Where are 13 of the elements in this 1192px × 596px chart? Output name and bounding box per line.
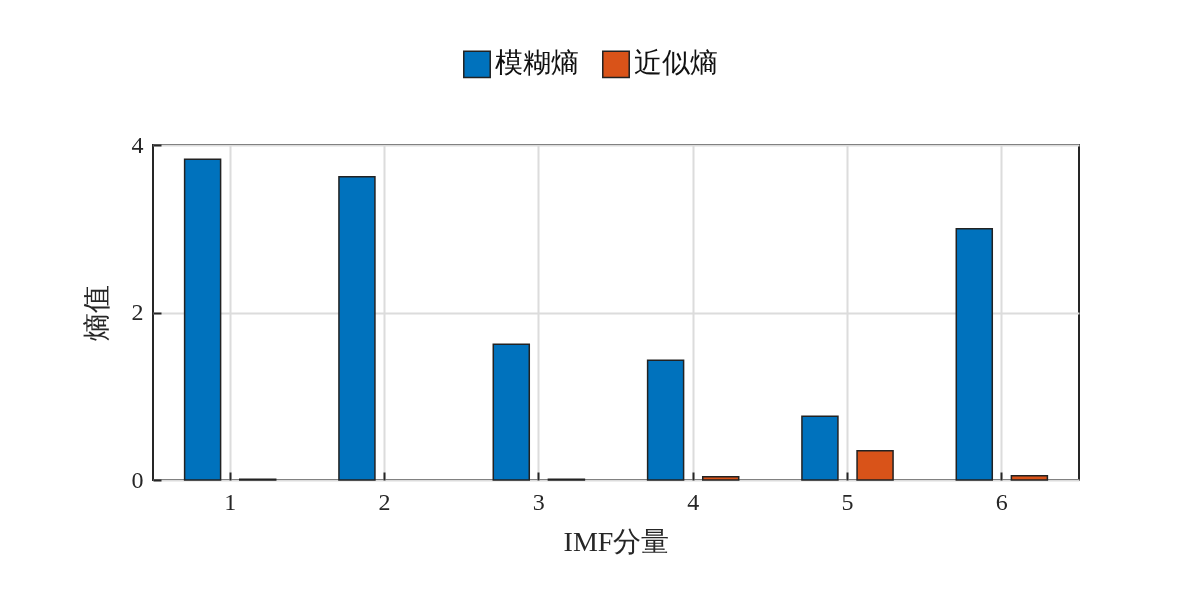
y-axis-title: 熵值 [80, 285, 112, 341]
x-tick-label: 2 [378, 488, 391, 515]
y-tick-label: 4 [131, 131, 144, 158]
legend-label: 近似熵 [634, 47, 718, 79]
y-tick-label: 2 [131, 299, 144, 325]
legend-label: 模糊熵 [495, 47, 579, 79]
x-tick-label: 6 [995, 488, 1008, 515]
x-tick-label: 5 [841, 488, 854, 515]
x-tick-label: 3 [532, 488, 545, 515]
x-tick-label: 1 [224, 488, 237, 515]
x-axis-title: IMF分量 [563, 525, 670, 557]
y-tick-label: 0 [131, 466, 144, 493]
x-tick-label: 4 [687, 488, 700, 515]
